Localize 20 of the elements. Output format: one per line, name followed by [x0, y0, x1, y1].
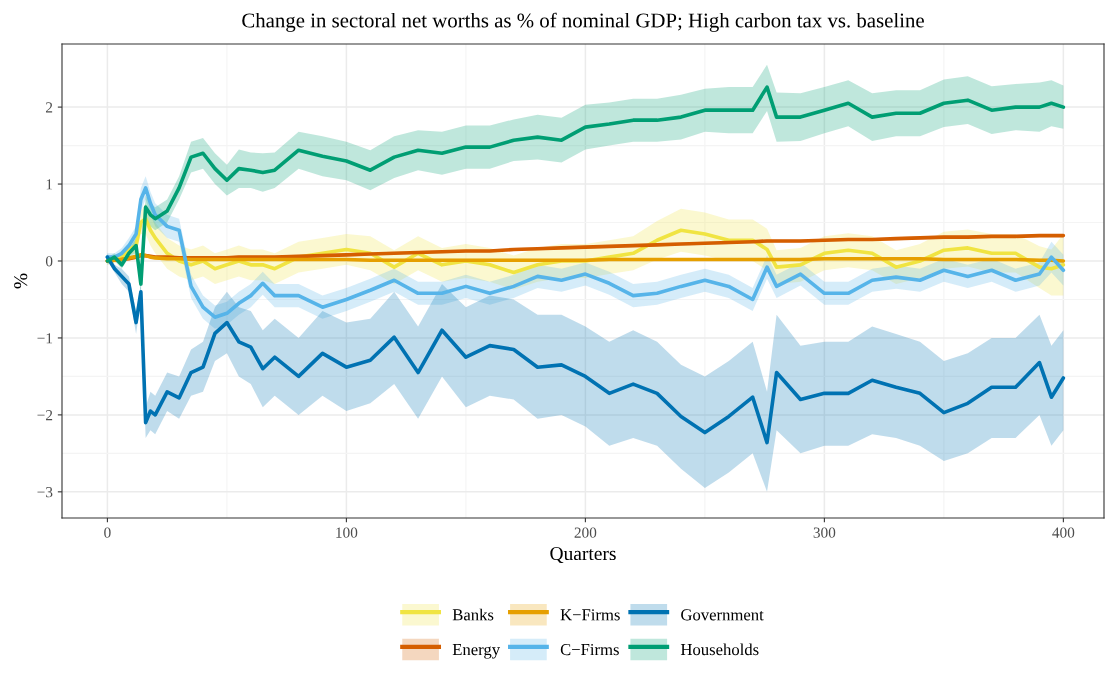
legend-label: C−Firms — [560, 643, 619, 656]
x-tick-label: 200 — [574, 527, 597, 538]
legend-label: Government — [681, 609, 764, 621]
x-tick-label: 400 — [1052, 527, 1075, 538]
legend-label: Households — [680, 643, 759, 656]
y-tick-label: −3 — [37, 487, 53, 498]
y-tick-label: 1 — [46, 179, 53, 190]
x-axis-title: Quarters — [550, 547, 616, 564]
y-tick-label: −2 — [37, 410, 53, 421]
x-tick-label: 0 — [104, 527, 111, 538]
legend-label: Banks — [452, 608, 494, 621]
y-tick-label: −1 — [37, 333, 53, 344]
legend-label: Energy — [452, 644, 501, 659]
legend-label: K−Firms — [560, 609, 620, 621]
chart-title: Change in sectoral net worths as % of nominal GDP; High carbon tax vs. baseline — [242, 12, 924, 32]
x-tick-label: 100 — [336, 527, 358, 538]
y-tick-label: 2 — [46, 102, 53, 113]
x-tick-label: 300 — [813, 527, 836, 538]
y-tick-label: 0 — [45, 256, 53, 267]
y-axis-title: % — [14, 273, 28, 289]
